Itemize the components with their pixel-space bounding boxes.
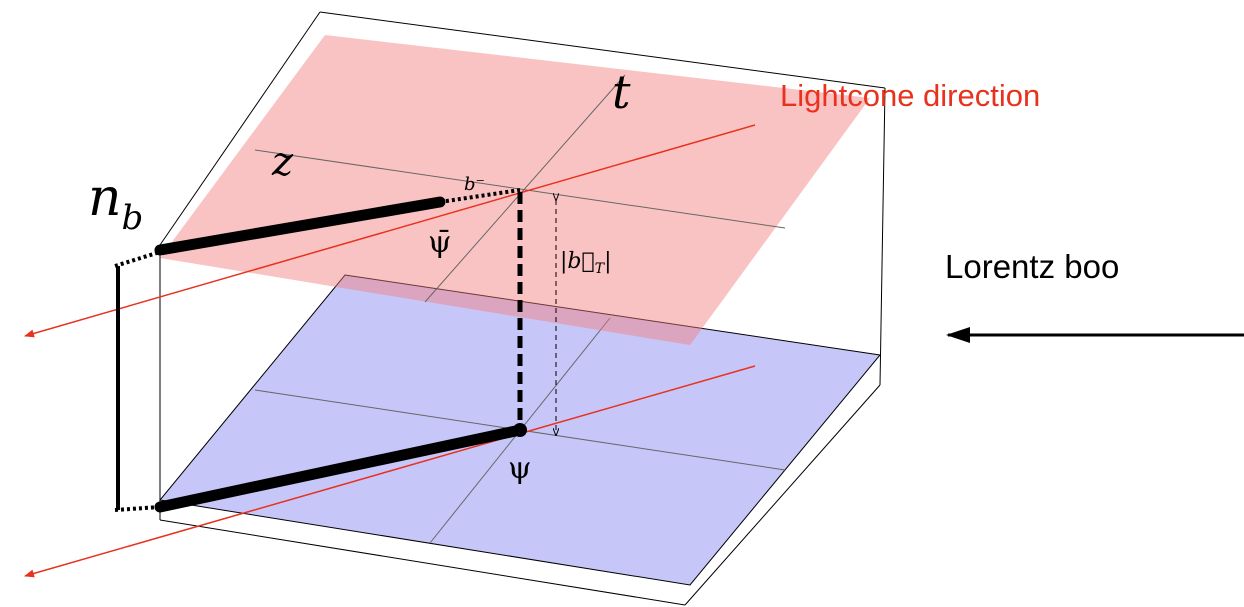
bt-label: |b⃗T|	[560, 249, 611, 277]
boost-label: Lorentz boo	[945, 248, 1119, 285]
nb-main: n	[88, 168, 122, 228]
b-minus-label: b⁻	[464, 174, 485, 195]
bt-close: |	[604, 249, 611, 274]
red-plane	[160, 35, 870, 345]
vertex	[513, 423, 527, 437]
t-label: t	[612, 65, 631, 119]
bt-vec: b⃗	[567, 249, 594, 274]
nb-sub: b	[122, 198, 144, 238]
z-label: z	[271, 139, 294, 185]
page: t z Lightcone direction nb b⁻ ψ̄ |b⃗T| ψ…	[0, 0, 1244, 607]
psi-label: ψ	[508, 451, 532, 486]
diagram: t z Lightcone direction nb b⁻ ψ̄ |b⃗T| ψ…	[0, 0, 1244, 607]
psibar-label: ψ̄	[428, 225, 452, 260]
nb-label: nb	[88, 168, 143, 238]
bt-open: |	[560, 249, 567, 274]
lightcone-label: Lightcone direction	[780, 78, 1040, 113]
